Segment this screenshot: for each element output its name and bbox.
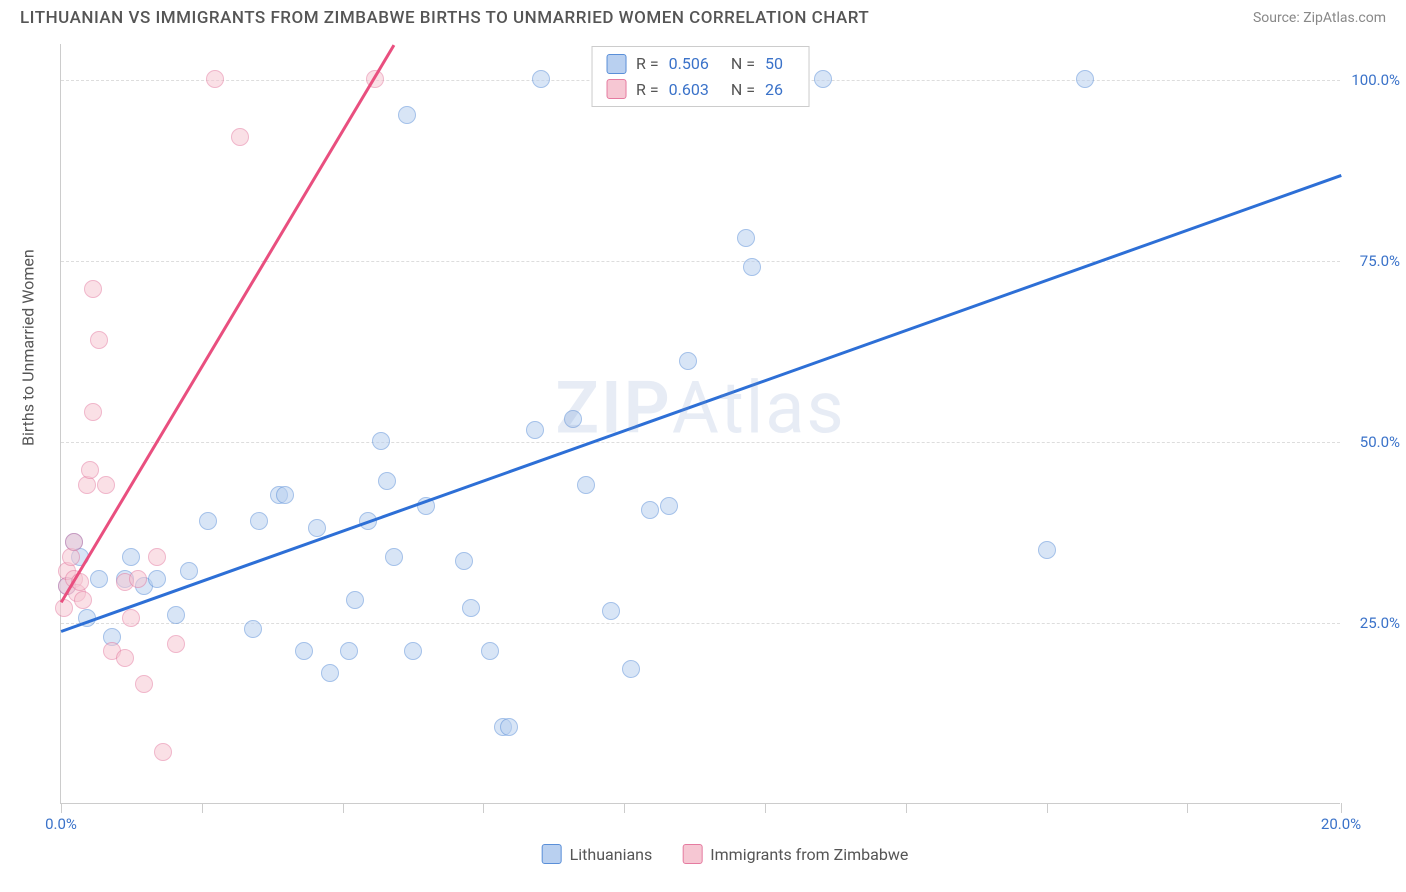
x-tick	[343, 803, 344, 813]
x-tick	[483, 803, 484, 813]
x-tick	[624, 803, 625, 813]
x-tick	[765, 803, 766, 813]
x-tick	[1187, 803, 1188, 813]
x-tick-label: 20.0%	[1321, 815, 1361, 833]
data-point	[1076, 70, 1094, 88]
legend-swatch	[542, 844, 562, 864]
legend-swatch	[606, 79, 626, 99]
n-label: N =	[731, 51, 755, 77]
data-point	[295, 642, 313, 660]
data-point	[65, 533, 83, 551]
data-point	[90, 570, 108, 588]
data-point	[602, 602, 620, 620]
legend-label: Immigrants from Zimbabwe	[710, 845, 908, 864]
data-point	[276, 486, 294, 504]
data-point	[81, 461, 99, 479]
data-point	[180, 562, 198, 580]
legend-row: R = 0.603 N = 26	[606, 77, 795, 103]
data-point	[84, 280, 102, 298]
data-point	[154, 743, 172, 761]
data-point	[404, 642, 422, 660]
y-tick-label: 75.0%	[1345, 252, 1400, 270]
n-value: 26	[765, 77, 783, 103]
data-point	[346, 591, 364, 609]
data-point	[398, 106, 416, 124]
plot-area: ZIPAtlas R = 0.506N = 50R = 0.603N = 26 …	[60, 44, 1340, 804]
data-point	[385, 548, 403, 566]
data-point	[1038, 541, 1056, 559]
data-point	[122, 548, 140, 566]
data-point	[622, 660, 640, 678]
data-point	[814, 70, 832, 88]
data-point	[97, 476, 115, 494]
legend-label: Lithuanians	[570, 845, 653, 864]
series-legend: Lithuanians Immigrants from Zimbabwe	[542, 844, 909, 864]
data-point	[148, 548, 166, 566]
x-tick	[906, 803, 907, 813]
y-tick-label: 50.0%	[1345, 433, 1400, 451]
data-point	[660, 497, 678, 515]
data-point	[206, 70, 224, 88]
correlation-legend: R = 0.506 N = 50 R = 0.603 N = 26	[591, 46, 810, 107]
data-point	[74, 591, 92, 609]
data-point	[55, 599, 73, 617]
y-axis-label: Births to Unmarried Women	[19, 249, 38, 446]
data-point	[532, 70, 550, 88]
data-point	[743, 258, 761, 276]
data-point	[641, 501, 659, 519]
legend-row: R = 0.506 N = 50	[606, 51, 795, 77]
chart-title: LITHUANIAN VS IMMIGRANTS FROM ZIMBABWE B…	[20, 8, 869, 28]
plot-container: ZIPAtlas R = 0.506N = 50R = 0.603N = 26 …	[60, 44, 1390, 834]
gridline	[61, 261, 1340, 262]
data-point	[250, 512, 268, 530]
data-point	[199, 512, 217, 530]
x-tick	[202, 803, 203, 813]
data-point	[321, 664, 339, 682]
data-point	[737, 229, 755, 247]
x-tick	[61, 803, 62, 813]
data-point	[679, 352, 697, 370]
r-label: R =	[636, 51, 659, 77]
data-point	[308, 519, 326, 537]
data-point	[167, 635, 185, 653]
y-tick-label: 100.0%	[1345, 71, 1400, 89]
data-point	[90, 331, 108, 349]
r-value: 0.603	[669, 77, 709, 103]
x-tick	[1047, 803, 1048, 813]
y-tick-label: 25.0%	[1345, 614, 1400, 632]
r-value: 0.506	[669, 51, 709, 77]
n-label: N =	[731, 77, 755, 103]
data-point	[116, 649, 134, 667]
trend-line	[60, 45, 395, 604]
n-value: 50	[765, 51, 783, 77]
data-point	[135, 675, 153, 693]
data-point	[455, 552, 473, 570]
data-point	[231, 128, 249, 146]
x-tick-label: 0.0%	[45, 815, 77, 833]
r-label: R =	[636, 77, 659, 103]
legend-swatch	[606, 54, 626, 74]
data-point	[378, 472, 396, 490]
data-point	[462, 599, 480, 617]
trend-line	[61, 174, 1342, 632]
data-point	[481, 642, 499, 660]
data-point	[500, 718, 518, 736]
data-point	[577, 476, 595, 494]
legend-swatch	[682, 844, 702, 864]
gridline	[61, 442, 1340, 443]
chart-source: Source: ZipAtlas.com	[1253, 10, 1386, 26]
x-tick	[1341, 803, 1342, 813]
data-point	[129, 570, 147, 588]
data-point	[564, 410, 582, 428]
legend-item: Lithuanians	[542, 844, 653, 864]
data-point	[167, 606, 185, 624]
legend-item: Immigrants from Zimbabwe	[682, 844, 908, 864]
data-point	[340, 642, 358, 660]
data-point	[122, 609, 140, 627]
data-point	[372, 432, 390, 450]
data-point	[526, 421, 544, 439]
data-point	[244, 620, 262, 638]
data-point	[148, 570, 166, 588]
data-point	[84, 403, 102, 421]
